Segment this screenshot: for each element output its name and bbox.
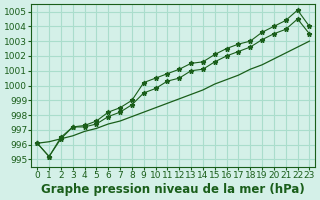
X-axis label: Graphe pression niveau de la mer (hPa): Graphe pression niveau de la mer (hPa) (42, 183, 305, 196)
